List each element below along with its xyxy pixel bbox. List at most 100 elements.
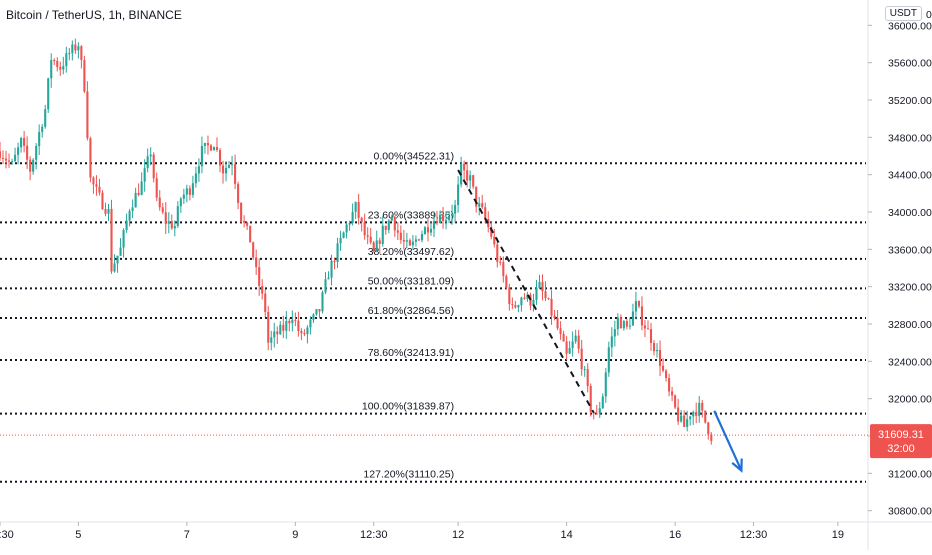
candle-body <box>451 213 454 216</box>
candle-body <box>209 145 213 151</box>
candle-body <box>523 297 526 299</box>
candle-body <box>158 197 161 208</box>
candle-countdown: 32:00 <box>887 443 915 455</box>
candle-body <box>665 370 668 379</box>
candle-body <box>285 320 288 331</box>
candle-body <box>601 396 604 409</box>
candle-body <box>240 202 243 221</box>
candle-body <box>53 60 56 62</box>
candle-body <box>29 159 32 172</box>
candle-body <box>342 232 345 238</box>
candle-body <box>674 395 677 408</box>
candle-body <box>315 309 318 315</box>
candle-body <box>59 67 62 70</box>
candle-body <box>261 285 264 294</box>
candle-body <box>426 227 430 233</box>
candle-body <box>65 53 68 67</box>
candle-body <box>592 411 595 414</box>
candle-body <box>652 343 656 352</box>
fib-label: 78.60%(32413.91) <box>368 347 454 359</box>
candle-body <box>354 202 357 212</box>
candle-body <box>441 214 445 221</box>
candle-body <box>167 221 170 224</box>
fib-label: 50.00%(33181.09) <box>368 275 454 287</box>
candle-body <box>92 177 95 185</box>
candle-body <box>577 335 580 349</box>
candle-body <box>258 267 261 286</box>
candle-body <box>396 230 399 233</box>
candle-body <box>20 137 23 148</box>
candle-body <box>300 330 303 334</box>
candle-body <box>327 277 330 280</box>
candle-body <box>454 205 457 214</box>
candle-body <box>526 294 529 299</box>
trend-line <box>457 169 595 414</box>
candle-body <box>221 165 225 174</box>
candle-body <box>309 319 312 328</box>
candle-body <box>481 203 484 208</box>
candle-body <box>658 350 662 366</box>
candle-body <box>348 223 351 225</box>
time-tick-label: 5 <box>75 529 81 541</box>
time-tick-label: 9 <box>292 529 298 541</box>
candle-body <box>360 217 363 223</box>
candle-body <box>435 221 439 224</box>
candle-body <box>1 157 5 159</box>
price-top-fragment-right: 0 <box>926 9 932 21</box>
candle-body <box>363 222 366 236</box>
price-tick-label: 34400.00 <box>888 170 932 182</box>
time-tick-label: 7 <box>184 529 190 541</box>
candle-body <box>32 159 35 172</box>
candle-body <box>616 317 619 330</box>
candle-body <box>677 407 680 422</box>
candle-body <box>330 260 333 278</box>
price-tick-label: 34000.00 <box>888 207 932 219</box>
candle-body <box>631 311 634 326</box>
candle-body <box>463 163 466 171</box>
fib-label: 100.00%(31839.87) <box>362 401 454 413</box>
candle-body <box>7 160 11 162</box>
candle-body <box>228 165 231 168</box>
candle-body <box>161 207 164 213</box>
candle-body <box>155 178 158 198</box>
candle-body <box>122 230 125 248</box>
currency-badge[interactable]: USDT <box>884 6 922 21</box>
candle-body <box>469 175 472 181</box>
fib-label: 127.20%(31110.25) <box>363 469 454 481</box>
candle-body <box>634 301 637 312</box>
candle-body <box>191 183 194 195</box>
candle-body <box>98 186 101 193</box>
candle-body <box>559 328 562 334</box>
candle-body <box>671 391 674 396</box>
candle-body <box>38 131 41 147</box>
candle-body <box>475 186 478 207</box>
candle-body <box>101 192 104 210</box>
candle-body <box>589 385 592 412</box>
candle-body <box>179 198 182 207</box>
candle-body <box>514 305 517 308</box>
fib-label: 23.60%(33889.36) <box>368 209 454 221</box>
candle-body <box>276 331 279 335</box>
candle-body <box>74 44 77 51</box>
candle-body <box>336 243 339 262</box>
time-tick-label: 19 <box>832 529 844 541</box>
candle-body <box>351 211 354 224</box>
candle-body <box>255 257 258 268</box>
candle-body <box>83 60 86 92</box>
candle-body <box>200 145 203 167</box>
candle-body <box>279 324 282 335</box>
candle-body <box>291 319 294 324</box>
candle-body <box>231 164 234 166</box>
candle-body <box>252 242 255 258</box>
candle-body <box>472 175 475 187</box>
candle-body <box>56 60 59 68</box>
time-tick-label: 20:30 <box>0 529 14 541</box>
candle-body <box>119 247 122 256</box>
candle-body <box>357 202 360 218</box>
candle-body <box>324 279 327 293</box>
candle-body <box>508 287 511 305</box>
price-tick-label: 34800.00 <box>888 132 932 144</box>
candle-body <box>104 209 107 214</box>
